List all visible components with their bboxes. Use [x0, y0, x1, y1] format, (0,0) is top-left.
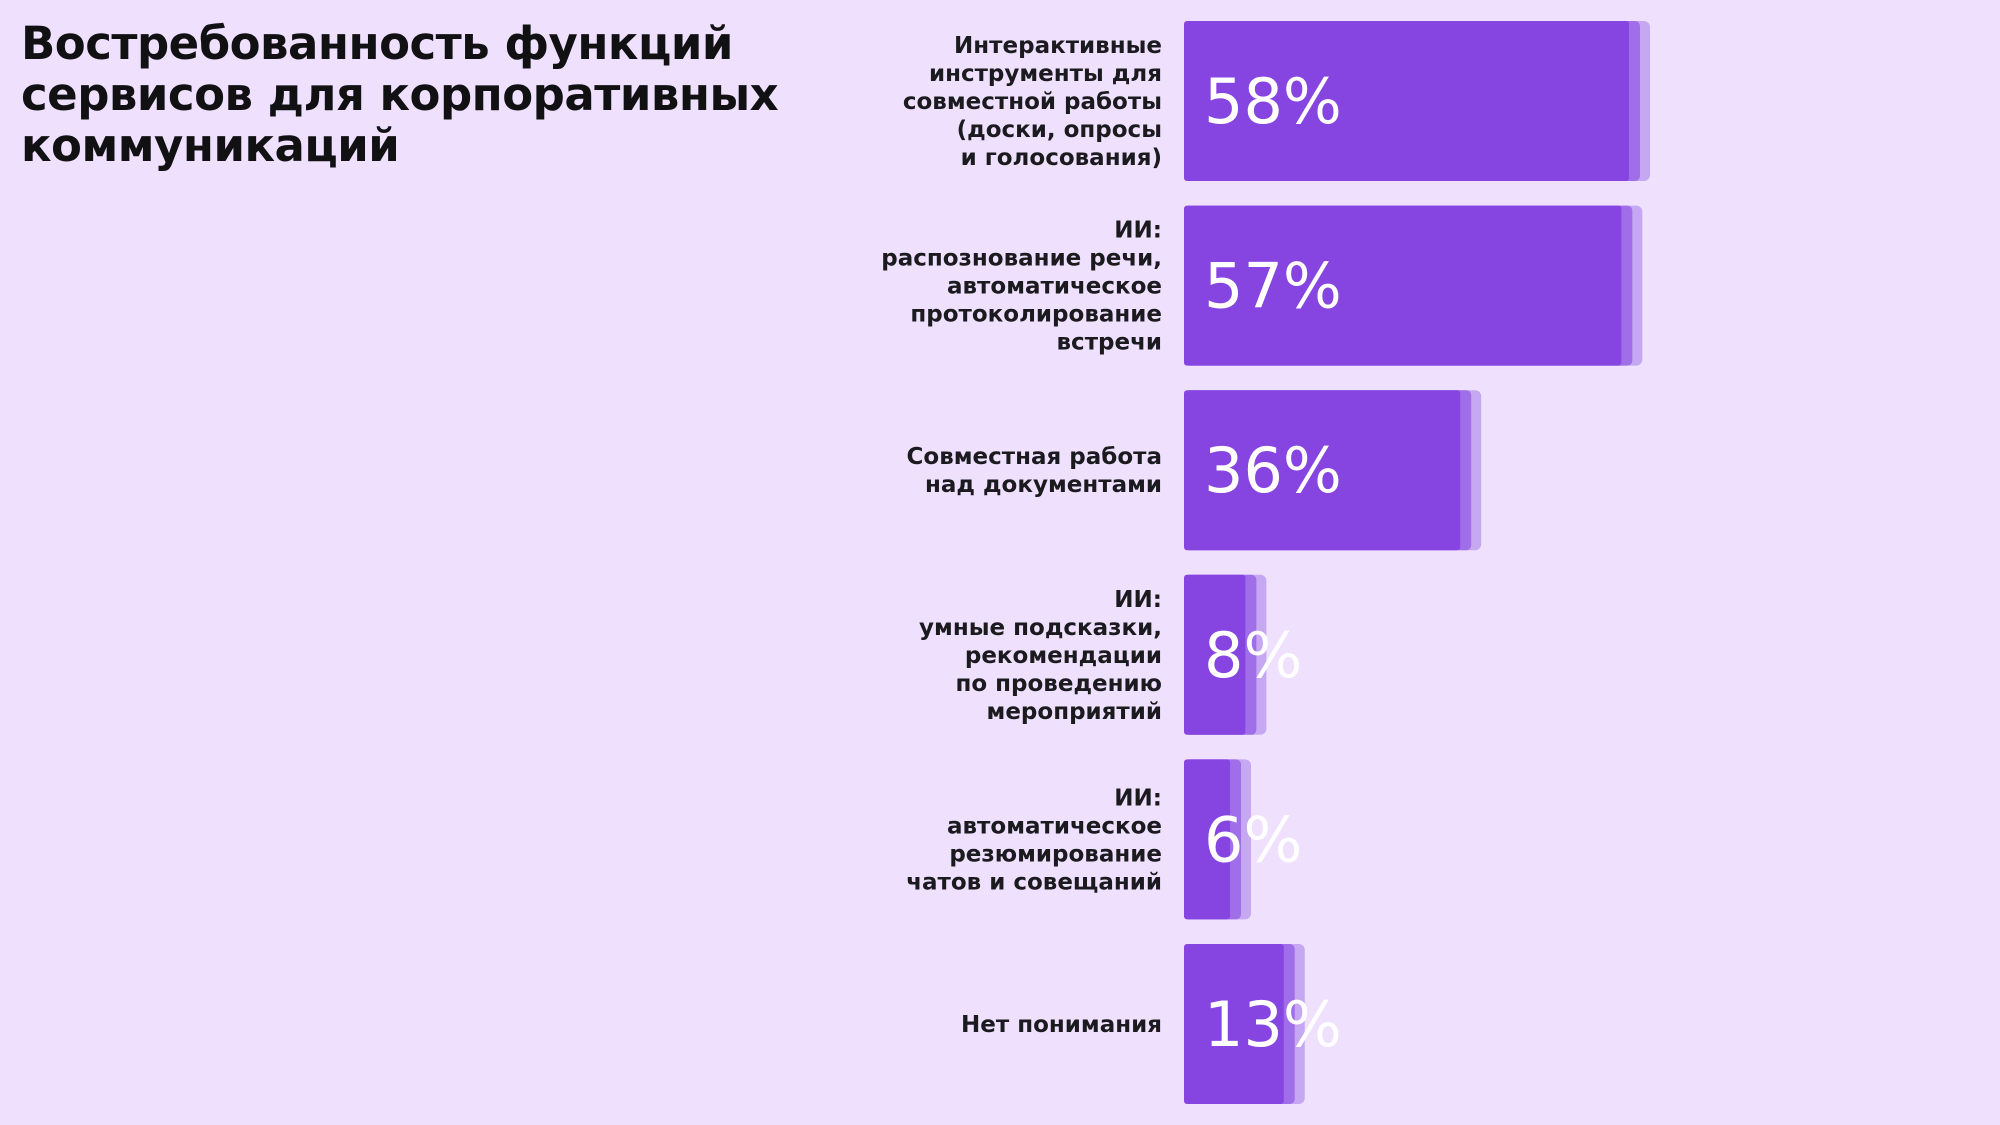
bar	[1184, 390, 1461, 551]
category-label-line: совместной работы	[903, 89, 1162, 115]
category-label: ИИ: распознование речи, автоматическое прот…	[881, 218, 1162, 356]
category-label-line: автоматическое	[947, 813, 1162, 839]
category-label-line: умные подсказки,	[919, 615, 1162, 641]
bar	[1184, 205, 1622, 366]
category-label: Совместная работа над документами	[907, 444, 1162, 498]
value-label: 58%	[1204, 65, 1342, 138]
bar-group: 8% ИИ: умные подсказки, рекомендации по пров…	[919, 574, 1302, 735]
category-label-line: и голосования)	[961, 145, 1162, 171]
category-label-line: инструменты для	[929, 61, 1162, 87]
bar	[1184, 574, 1246, 735]
value-label: 36%	[1204, 434, 1342, 507]
category-label-line: чатов и совещаний	[906, 869, 1162, 895]
category-label-line: Совместная работа	[907, 444, 1162, 470]
category-label-line: протоколирование	[910, 302, 1162, 328]
category-label-line: Интерактивные	[954, 33, 1162, 59]
category-label-line: резюмирование	[949, 841, 1162, 867]
category-label-line: автоматическое	[947, 274, 1162, 300]
category-label-line: (доски, опросы	[957, 117, 1162, 143]
value-label: 57%	[1204, 250, 1342, 323]
category-label-line: над документами	[925, 472, 1162, 498]
bar-group: 13% Нет понимания	[961, 944, 1342, 1104]
category-label-line: по проведению	[955, 671, 1162, 697]
value-label: 8%	[1204, 619, 1302, 692]
category-label: ИИ: умные подсказки, рекомендации по провед…	[919, 587, 1162, 725]
category-label-line: встречи	[1057, 330, 1163, 356]
bar-group: 6% ИИ: автоматическое резюмирование чатов и …	[906, 759, 1302, 920]
bar-group: 58% Интерактивные инструменты для совместно…	[903, 21, 1650, 181]
category-label-line: рекомендации	[965, 643, 1162, 669]
bar	[1184, 944, 1284, 1104]
chart-title: Востребованность функций сервисов для ко…	[21, 17, 779, 172]
category-label-line: ИИ:	[1114, 218, 1162, 244]
value-label: 13%	[1204, 988, 1342, 1061]
category-label-line: Нет понимания	[961, 1012, 1162, 1038]
category-label: Интерактивные инструменты для совместной р…	[903, 33, 1162, 171]
value-label: 6%	[1204, 803, 1302, 876]
category-label-line: ИИ:	[1114, 587, 1162, 613]
bar	[1184, 21, 1629, 181]
bar	[1184, 759, 1231, 920]
category-label: ИИ: автоматическое резюмирование чатов и со…	[906, 785, 1162, 895]
category-label-line: мероприятий	[987, 699, 1162, 725]
category-label-line: ИИ:	[1114, 785, 1162, 811]
category-label-line: распознование речи,	[881, 246, 1162, 272]
category-label: Нет понимания	[961, 1012, 1162, 1038]
bar-group: 57% ИИ: распознование речи, автоматическое п…	[881, 205, 1643, 366]
bar-group: 36% Совместная работа над документами	[907, 390, 1482, 551]
